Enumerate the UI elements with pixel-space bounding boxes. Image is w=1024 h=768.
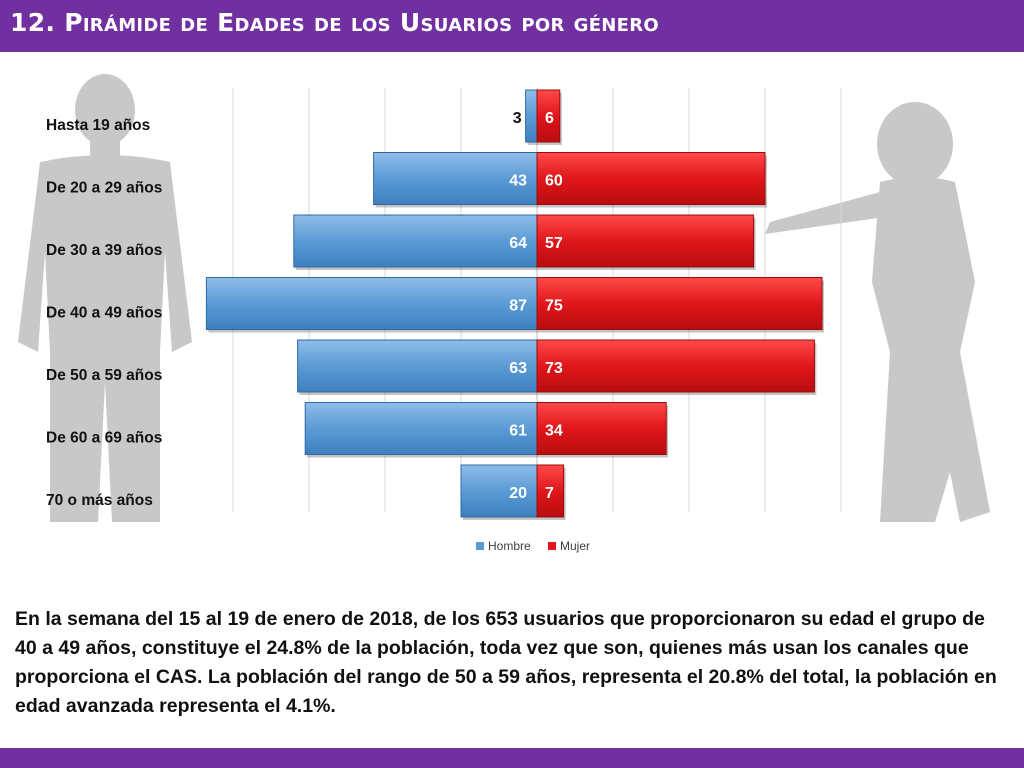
female-silhouette-icon <box>765 102 990 522</box>
male-silhouette-icon <box>18 74 192 522</box>
bar-mujer <box>536 339 815 393</box>
bar-hombre <box>304 402 538 455</box>
data-label-hombre: 64 <box>509 235 527 252</box>
population-pyramid-chart: Hasta 19 años 3 6 De 20 a 29 años 43 60 De 30 … <box>0 52 1024 592</box>
bar-hombre <box>205 277 538 330</box>
category-label: De 20 a 29 años <box>46 180 162 197</box>
slide-title: 12. Pirámide de Edades de los Usuarios p… <box>10 8 660 37</box>
data-label-mujer: 60 <box>545 173 563 190</box>
bar-hombre <box>293 214 538 268</box>
bar-hombre <box>525 89 538 143</box>
data-label-hombre: 20 <box>509 485 527 502</box>
bar-mujer <box>536 277 823 330</box>
legend-swatch-hombre <box>476 542 484 550</box>
data-label-mujer: 57 <box>545 235 563 252</box>
legend-swatch-mujer <box>548 542 556 550</box>
data-label-hombre: 61 <box>509 423 527 440</box>
category-label: Hasta 19 años <box>46 117 150 134</box>
bar-hombre <box>373 152 538 205</box>
chart-legend: Hombre Mujer <box>476 539 590 553</box>
category-label: 70 o más años <box>46 492 153 509</box>
category-label: De 50 a 59 años <box>46 367 162 384</box>
data-label-hombre: 3 <box>513 110 522 127</box>
title-bar: 12. Pirámide de Edades de los Usuarios p… <box>0 0 1024 52</box>
bar-mujer <box>536 152 766 205</box>
bar-hombre <box>297 339 538 393</box>
footer-bar <box>0 748 1024 768</box>
category-label: De 30 a 39 años <box>46 242 162 259</box>
data-label-mujer: 34 <box>545 423 563 440</box>
chart-labels: Hasta 19 años 3 6 De 20 a 29 años 43 60 De 30 … <box>46 110 563 509</box>
data-label-mujer: 73 <box>545 360 563 377</box>
data-label-mujer: 75 <box>545 298 563 315</box>
chart-svg: Hasta 19 años 3 6 De 20 a 29 años 43 60 De 30 … <box>18 74 990 553</box>
data-label-hombre: 87 <box>509 298 527 315</box>
bar-mujer <box>536 464 565 518</box>
chart-bars <box>205 89 824 520</box>
data-label-mujer: 7 <box>545 485 554 502</box>
category-label: De 40 a 49 años <box>46 305 162 322</box>
bar-mujer <box>536 89 561 143</box>
data-label-mujer: 6 <box>545 110 554 127</box>
description-paragraph: En la semana del 15 al 19 de enero de 20… <box>15 608 997 717</box>
legend-label-hombre: Hombre <box>488 539 531 553</box>
data-label-hombre: 43 <box>509 173 527 190</box>
legend-label-mujer: Mujer <box>560 539 590 553</box>
bar-mujer <box>536 214 755 268</box>
bar-mujer <box>536 402 667 455</box>
category-label: De 60 a 69 años <box>46 430 162 447</box>
data-label-hombre: 63 <box>509 360 527 377</box>
